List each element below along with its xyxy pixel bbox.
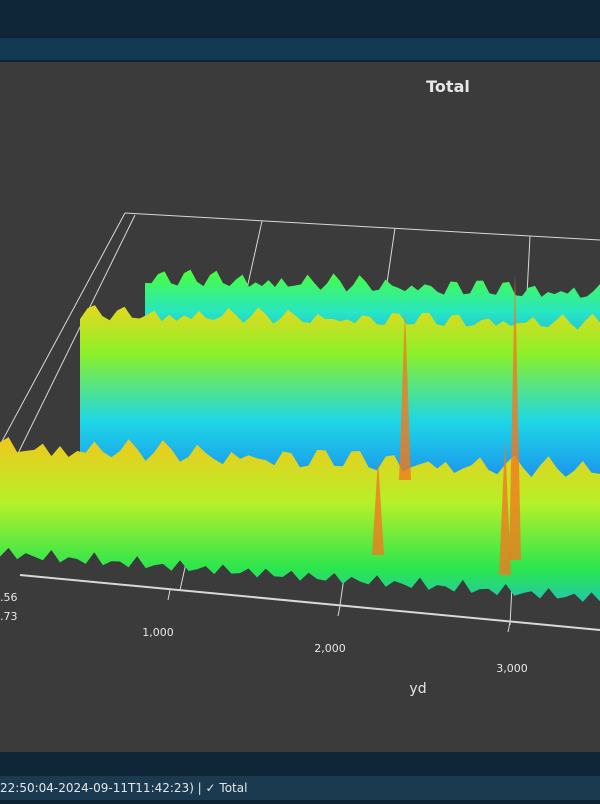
surface-spike	[399, 310, 411, 480]
surface-spike	[372, 460, 384, 555]
box-edge	[124, 212, 600, 241]
status-bar	[0, 776, 600, 800]
tick	[167, 589, 171, 601]
title-bar	[0, 0, 600, 35]
x-tick-label: 1,000	[142, 626, 174, 639]
tick	[507, 621, 511, 633]
z-tick-label: .73	[0, 610, 18, 623]
z-tick-label: .56	[0, 591, 18, 604]
tick	[337, 605, 341, 617]
surface-band	[0, 437, 600, 602]
x-axis-label: yd	[409, 681, 426, 697]
x-tick-label: 3,000	[496, 662, 528, 675]
surface-band	[80, 305, 600, 499]
x-tick-label: 2,000	[314, 642, 346, 655]
surface	[0, 269, 600, 602]
tab-strip	[0, 38, 600, 60]
box-edge	[4, 214, 136, 481]
status-text: 22:50:04-2024-09-11T11:42:23) | ✓ Total	[0, 781, 247, 795]
surface-spike	[499, 440, 511, 575]
box-edge	[0, 212, 126, 446]
chart-title: Total	[426, 77, 470, 96]
box-edge	[19, 574, 600, 631]
surface-spike	[509, 272, 521, 560]
